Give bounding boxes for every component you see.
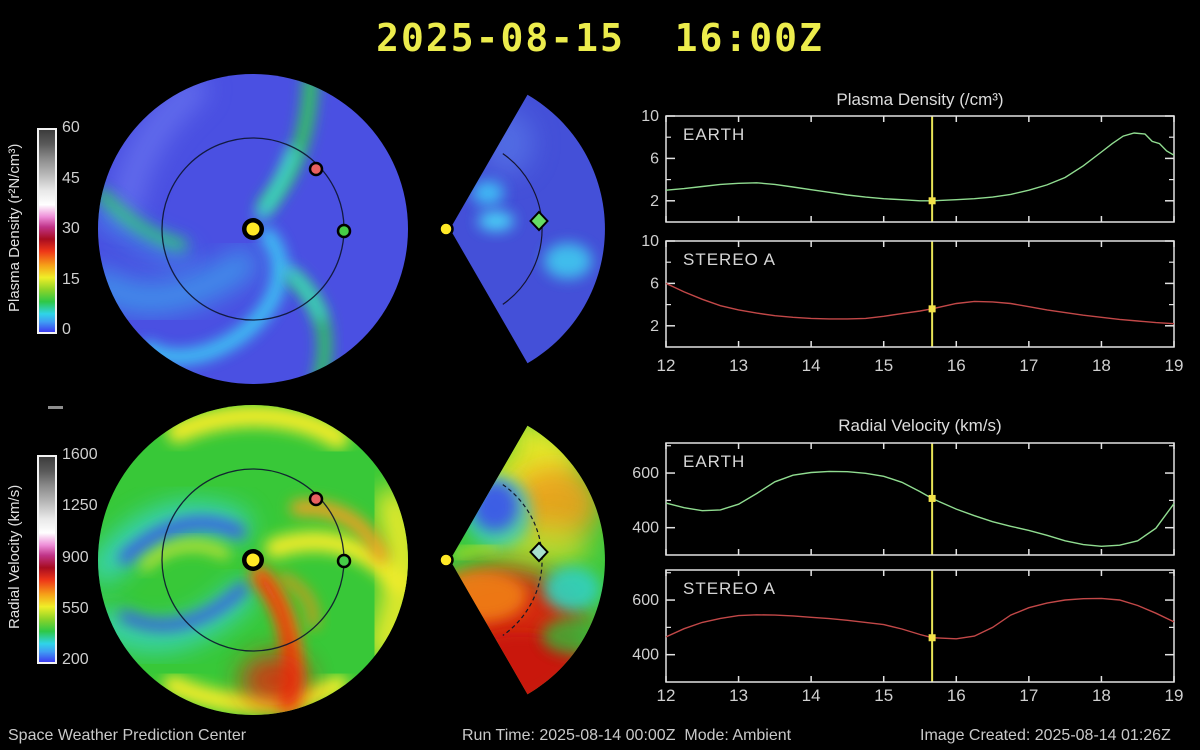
sun-marker <box>438 221 454 237</box>
panel-label: STEREO A <box>683 250 776 269</box>
earth-diamond-marker <box>529 210 549 232</box>
tick-label: 550 <box>62 599 89 617</box>
footer-run-time: Run Time: 2025-08-14 00:00Z <box>462 727 676 744</box>
y-tick-label: 400 <box>632 647 659 664</box>
y-tick-label: 10 <box>641 108 659 125</box>
tick-label: 60 <box>62 119 80 136</box>
x-tick-label: 13 <box>729 356 748 375</box>
velocity-spiral-arms <box>98 405 408 715</box>
tick-label: 30 <box>62 220 80 237</box>
density-colorbar-ticks: 60 45 30 15 0 <box>62 119 80 339</box>
tick-label: 1250 <box>62 497 98 515</box>
footer-image-created: Image Created: 2025-08-14 01:26Z <box>920 727 1171 744</box>
tick-label: 1600 <box>62 446 98 463</box>
x-tick-label: 18 <box>1092 686 1111 705</box>
series-line <box>665 282 1175 325</box>
x-tick-label: 12 <box>657 686 676 705</box>
tick-label: 45 <box>62 169 80 187</box>
chart-title: Plasma Density (/cm³) <box>836 90 1003 109</box>
tick-label: 900 <box>62 548 89 566</box>
current-time-marker <box>928 494 936 502</box>
plot-box <box>665 240 1175 348</box>
x-tick-label: 19 <box>1165 356 1184 375</box>
x-tick-label: 16 <box>947 686 966 705</box>
sun-marker <box>246 553 260 567</box>
series-line <box>665 132 1175 202</box>
panel-label: EARTH <box>683 452 745 471</box>
one-au-orbit-arc <box>502 153 543 305</box>
current-time-marker <box>928 305 936 313</box>
density-polar-map <box>98 74 408 384</box>
tick-label: 200 <box>62 651 89 668</box>
y-tick-label: 2 <box>650 318 659 335</box>
timeseries-charts: Plasma Density (/cm³) 2 6 10 EARTH 2 6 10 12 13 14… <box>632 90 1184 705</box>
x-tick-label: 12 <box>657 356 676 375</box>
x-tick-label: 19 <box>1165 686 1184 705</box>
footer-mode: Mode: Ambient <box>684 727 792 744</box>
velocity-meridional-map <box>438 425 605 695</box>
y-tick-label: 2 <box>650 193 659 210</box>
density-spiral-arms <box>98 74 331 384</box>
earth-marker <box>336 223 352 239</box>
panel-label: EARTH <box>683 125 745 144</box>
y-tick-label: 400 <box>632 520 659 537</box>
one-au-orbit-arc <box>502 484 543 636</box>
x-tick-label: 18 <box>1092 356 1111 375</box>
plot-box <box>665 115 1175 223</box>
earth-marker <box>336 553 352 569</box>
y-tick-label: 600 <box>632 592 659 609</box>
series-line <box>665 597 1175 640</box>
y-tick-label: 600 <box>632 465 659 482</box>
x-tick-label: 17 <box>1019 686 1038 705</box>
y-tick-label: 6 <box>650 275 659 292</box>
forecast-time-title: 2025-08-15 16:00Z <box>376 16 824 60</box>
stereo-a-marker <box>308 161 324 177</box>
current-time-marker <box>928 197 936 205</box>
density-meridional-map <box>438 94 605 364</box>
sun-marker <box>246 222 260 236</box>
x-tick-label: 16 <box>947 356 966 375</box>
density-wedge-base <box>450 94 605 364</box>
x-tick-label: 15 <box>874 686 893 705</box>
sun-marker <box>438 552 454 568</box>
density-colorbar <box>37 128 57 334</box>
x-tick-label: 13 <box>729 686 748 705</box>
x-tick-label: 14 <box>802 356 821 375</box>
chart-title: Radial Velocity (km/s) <box>838 416 1001 435</box>
plot-box <box>665 569 1175 683</box>
x-tick-label: 17 <box>1019 356 1038 375</box>
density-colorbar-label: Plasma Density (r²N/cm³) <box>6 143 23 313</box>
x-tick-label: 15 <box>874 356 893 375</box>
tick-label: 15 <box>62 270 80 288</box>
current-time-marker <box>928 634 936 642</box>
panel-label: STEREO A <box>683 579 776 598</box>
stereo-a-marker <box>308 491 324 507</box>
velocity-polar-map <box>98 405 408 715</box>
stray-tick-mark <box>48 406 63 409</box>
velocity-colorbar-label: Radial Velocity (km/s) <box>6 484 23 630</box>
y-tick-label: 6 <box>650 150 659 167</box>
tick-label: 0 <box>62 321 71 338</box>
velocity-colorbar-ticks: 1600 1250 900 550 200 <box>62 446 98 669</box>
x-tick-label: 14 <box>802 686 821 705</box>
y-tick-label: 10 <box>641 233 659 250</box>
series-line <box>665 470 1175 548</box>
earth-diamond-marker <box>529 541 549 563</box>
velocity-colorbar <box>37 455 57 664</box>
footer-run-info: Run Time: 2025-08-14 00:00Z Mode: Ambien… <box>462 727 791 745</box>
plot-box <box>665 442 1175 556</box>
footer-brand: Space Weather Prediction Center <box>8 727 247 744</box>
